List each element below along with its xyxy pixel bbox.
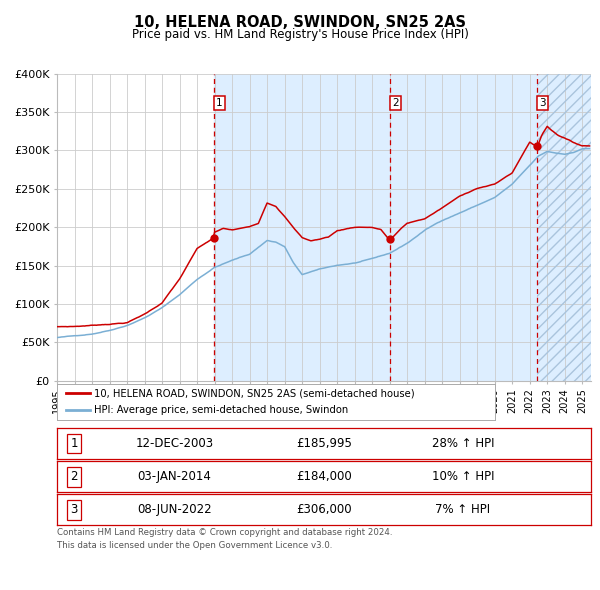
Text: 10, HELENA ROAD, SWINDON, SN25 2AS: 10, HELENA ROAD, SWINDON, SN25 2AS: [134, 15, 466, 30]
Text: £185,995: £185,995: [296, 437, 352, 450]
Text: 08-JUN-2022: 08-JUN-2022: [137, 503, 212, 516]
Text: 7% ↑ HPI: 7% ↑ HPI: [435, 503, 490, 516]
Text: 28% ↑ HPI: 28% ↑ HPI: [431, 437, 494, 450]
Bar: [538, 74, 591, 381]
Text: 03-JAN-2014: 03-JAN-2014: [137, 470, 211, 483]
Text: HPI: Average price, semi-detached house, Swindon: HPI: Average price, semi-detached house,…: [94, 405, 349, 415]
Text: 10, HELENA ROAD, SWINDON, SN25 2AS (semi-detached house): 10, HELENA ROAD, SWINDON, SN25 2AS (semi…: [94, 388, 415, 398]
Text: This data is licensed under the Open Government Licence v3.0.: This data is licensed under the Open Gov…: [57, 541, 332, 550]
Bar: [214, 74, 538, 381]
Text: 10% ↑ HPI: 10% ↑ HPI: [431, 470, 494, 483]
Text: 2: 2: [392, 98, 398, 108]
Text: Price paid vs. HM Land Registry's House Price Index (HPI): Price paid vs. HM Land Registry's House …: [131, 28, 469, 41]
Text: £184,000: £184,000: [296, 470, 352, 483]
Text: 3: 3: [70, 503, 78, 516]
Text: 1: 1: [70, 437, 78, 450]
Text: 1: 1: [216, 98, 223, 108]
Text: 2: 2: [70, 470, 78, 483]
Text: 12-DEC-2003: 12-DEC-2003: [136, 437, 214, 450]
Text: 3: 3: [539, 98, 546, 108]
Text: £306,000: £306,000: [296, 503, 352, 516]
Text: Contains HM Land Registry data © Crown copyright and database right 2024.: Contains HM Land Registry data © Crown c…: [57, 528, 392, 537]
Bar: [538, 74, 591, 381]
